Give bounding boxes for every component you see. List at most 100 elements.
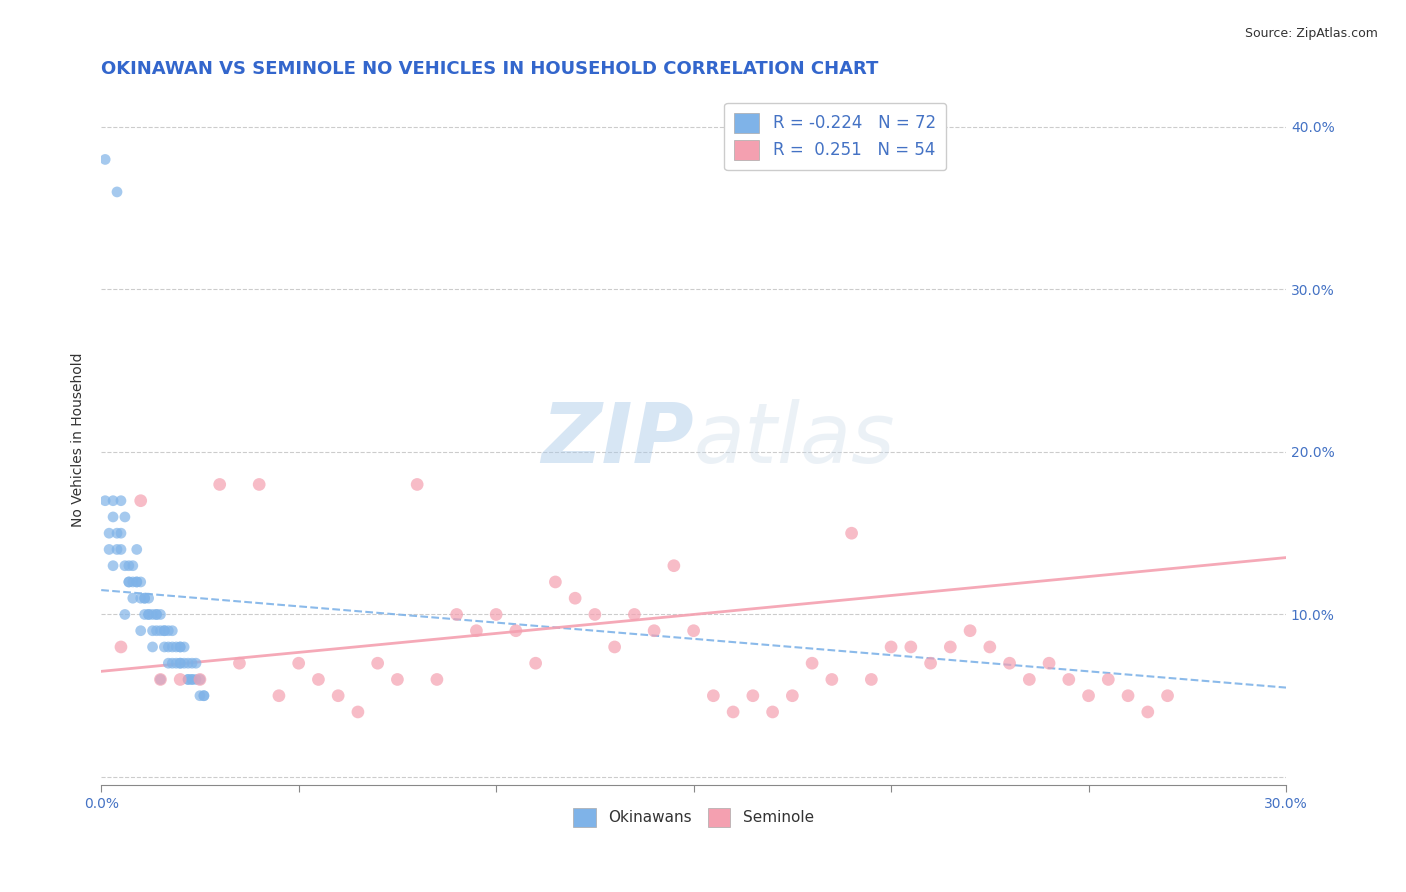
Point <box>446 607 468 622</box>
Point <box>841 526 863 541</box>
Point <box>162 624 184 638</box>
Point <box>426 673 449 687</box>
Point <box>118 574 141 589</box>
Point <box>169 640 191 654</box>
Point <box>959 624 981 638</box>
Point <box>114 607 136 622</box>
Point <box>643 624 665 638</box>
Point <box>129 591 152 606</box>
Point <box>153 624 176 638</box>
Point <box>1116 689 1139 703</box>
Point <box>188 673 211 687</box>
Point <box>138 607 160 622</box>
Point <box>110 640 132 654</box>
Point <box>121 574 143 589</box>
Point <box>782 689 804 703</box>
Point <box>900 640 922 654</box>
Point <box>193 689 215 703</box>
Point <box>181 673 204 687</box>
Point <box>165 640 187 654</box>
Point <box>287 657 309 671</box>
Point <box>134 591 156 606</box>
Point <box>387 673 409 687</box>
Point <box>247 477 270 491</box>
Point <box>367 657 389 671</box>
Point <box>142 607 165 622</box>
Point <box>347 705 370 719</box>
Point <box>165 657 187 671</box>
Point <box>1136 705 1159 719</box>
Point <box>939 640 962 654</box>
Point <box>184 657 207 671</box>
Point <box>662 558 685 573</box>
Point <box>157 624 180 638</box>
Point <box>1018 673 1040 687</box>
Point <box>623 607 645 622</box>
Point <box>188 673 211 687</box>
Point <box>94 493 117 508</box>
Text: OKINAWAN VS SEMINOLE NO VEHICLES IN HOUSEHOLD CORRELATION CHART: OKINAWAN VS SEMINOLE NO VEHICLES IN HOUS… <box>101 60 879 78</box>
Point <box>162 657 184 671</box>
Point <box>228 657 250 671</box>
Point <box>105 542 128 557</box>
Text: ZIP: ZIP <box>541 400 693 480</box>
Point <box>682 624 704 638</box>
Point <box>1077 689 1099 703</box>
Point <box>121 558 143 573</box>
Point <box>208 477 231 491</box>
Point <box>702 689 724 703</box>
Point <box>101 510 124 524</box>
Point <box>105 526 128 541</box>
Point <box>184 673 207 687</box>
Point <box>193 689 215 703</box>
Point <box>406 477 429 491</box>
Point <box>979 640 1001 654</box>
Point <box>169 657 191 671</box>
Point <box>1156 689 1178 703</box>
Y-axis label: No Vehicles in Household: No Vehicles in Household <box>72 352 86 527</box>
Point <box>153 624 176 638</box>
Point <box>149 624 172 638</box>
Point <box>821 673 844 687</box>
Point <box>110 493 132 508</box>
Point <box>145 624 167 638</box>
Point <box>465 624 488 638</box>
Point <box>142 624 165 638</box>
Point <box>741 689 763 703</box>
Point <box>485 607 508 622</box>
Point <box>564 591 586 606</box>
Point <box>98 542 121 557</box>
Point <box>129 624 152 638</box>
Point <box>177 673 200 687</box>
Point <box>169 673 191 687</box>
Text: Source: ZipAtlas.com: Source: ZipAtlas.com <box>1244 27 1378 40</box>
Point <box>129 493 152 508</box>
Point <box>544 574 567 589</box>
Point <box>181 657 204 671</box>
Point <box>157 657 180 671</box>
Point <box>524 657 547 671</box>
Point <box>169 657 191 671</box>
Point <box>1057 673 1080 687</box>
Point <box>145 607 167 622</box>
Point <box>162 640 184 654</box>
Point <box>998 657 1021 671</box>
Point <box>134 591 156 606</box>
Point <box>121 591 143 606</box>
Point <box>328 689 350 703</box>
Point <box>267 689 290 703</box>
Point <box>101 558 124 573</box>
Point <box>1038 657 1060 671</box>
Point <box>801 657 824 671</box>
Point <box>1097 673 1119 687</box>
Point <box>762 705 785 719</box>
Point <box>173 640 195 654</box>
Point <box>114 510 136 524</box>
Point <box>721 705 744 719</box>
Point <box>149 673 172 687</box>
Point <box>129 574 152 589</box>
Point <box>169 640 191 654</box>
Point <box>153 640 176 654</box>
Point <box>149 607 172 622</box>
Point <box>114 558 136 573</box>
